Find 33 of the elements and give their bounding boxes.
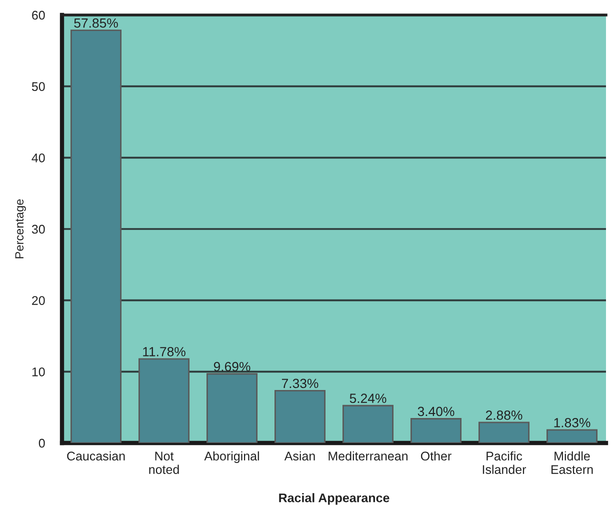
x-tick-label: Pacific Islander [482, 451, 526, 474]
y-tick-label: 50 [32, 82, 45, 91]
y-axis-title: Percentage [15, 199, 26, 258]
y-tick-label: 40 [32, 153, 45, 162]
x-tick-label: Mediterranean [328, 451, 408, 461]
x-tick-label: Caucasian [67, 451, 125, 461]
bar [274, 390, 326, 443]
y-tick-label: 30 [32, 224, 45, 234]
x-axis-title: Racial Appearance [279, 493, 390, 505]
data-label: 5.24% [350, 394, 386, 404]
data-label: 57.85% [74, 18, 118, 28]
data-label: 9.69% [214, 362, 250, 372]
bar [342, 404, 394, 443]
y-tick-label: 20 [32, 296, 45, 305]
bar [206, 373, 258, 443]
data-label: 2.88% [486, 410, 522, 420]
y-tick-label: 10 [32, 367, 45, 376]
x-tick-label: Aboriginal [204, 451, 259, 463]
x-tick-label: Middle Eastern [551, 451, 593, 474]
data-label: 7.33% [282, 378, 318, 388]
data-label: 1.83% [554, 418, 590, 428]
x-tick-label: Asian [284, 451, 315, 461]
bar [546, 429, 598, 443]
data-label: 3.40% [418, 406, 454, 416]
x-tick-label: Not noted [149, 452, 179, 474]
bar [478, 422, 530, 443]
x-tick-label: Other [420, 451, 452, 461]
bar [138, 358, 190, 443]
bar [70, 30, 122, 443]
y-tick-label: 60 [32, 10, 45, 20]
data-label: 11.78% [143, 347, 186, 356]
bar [410, 418, 462, 443]
y-tick-label: 0 [38, 438, 45, 448]
